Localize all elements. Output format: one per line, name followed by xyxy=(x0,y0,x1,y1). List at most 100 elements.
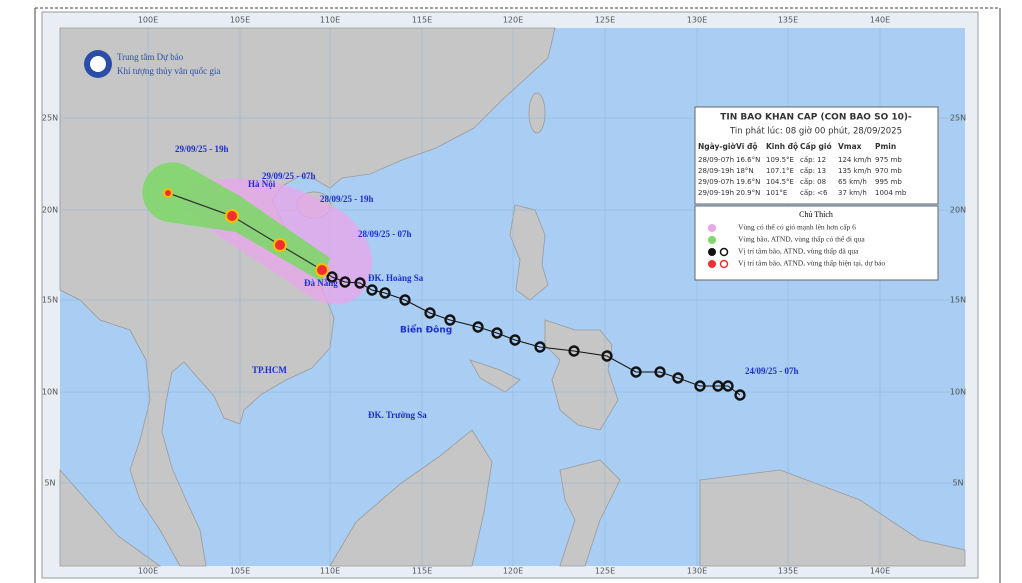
lat-label: 10N xyxy=(950,388,966,397)
storm-cone xyxy=(142,162,330,282)
past-position xyxy=(534,341,546,353)
land xyxy=(59,27,966,567)
graticule xyxy=(60,28,965,566)
past-position xyxy=(694,380,706,392)
past-position xyxy=(712,380,724,392)
past-position xyxy=(601,350,613,362)
past-position xyxy=(424,307,436,319)
table-cell: 28/09-19h xyxy=(698,167,734,175)
table-cell: 995 mb xyxy=(875,178,902,186)
table-cell: 37 km/h xyxy=(838,189,867,197)
legend-item: Vị trí tâm bão, ATND, vùng thấp hiện tại… xyxy=(738,259,885,268)
legend-icon xyxy=(708,236,716,244)
labels: 100E 100E 105E 105E 110E 110E 115E 115E 120E 120E… xyxy=(42,16,966,576)
legend-icon xyxy=(708,260,716,268)
agency-name: Trung tâm Dự báo xyxy=(117,52,184,62)
lon-label: 110E xyxy=(320,567,340,576)
bulletin-title: TIN BAO KHAN CAP (CON BAO SO 10)- xyxy=(720,113,912,123)
lon-label: 105E xyxy=(230,567,250,576)
track xyxy=(163,188,746,401)
forecast-position xyxy=(315,263,329,277)
place-label: Đà Nẵng xyxy=(304,278,338,288)
forecast-position xyxy=(273,238,287,252)
lon-label: 110E xyxy=(320,16,340,25)
legend-icon xyxy=(708,248,716,256)
table-cell: cấp: 08 xyxy=(800,178,826,186)
table-cell: 16.6°N xyxy=(736,156,760,164)
bulletin-issued: Tin phát lúc: 08 giờ 00 phút, 28/09/2025 xyxy=(729,126,902,137)
time-label: 28/09/25 - 07h xyxy=(358,229,412,239)
time-label: 29/09/25 - 07h xyxy=(262,171,316,181)
table-cell: 124 km/h xyxy=(838,156,871,164)
table-cell: 101°E xyxy=(766,189,787,197)
time-label: 28/09/25 - 19h xyxy=(320,194,374,204)
past-position xyxy=(654,366,666,378)
lat-label: 10N xyxy=(42,388,58,397)
time-label: 24/09/25 - 07h xyxy=(745,366,799,376)
table-cell: 20.9°N xyxy=(736,189,760,197)
table-cell: 104.5°E xyxy=(766,178,794,186)
lon-label: 100E xyxy=(138,567,158,576)
past-position xyxy=(339,276,351,288)
table-header: Vmax xyxy=(838,142,862,151)
table-header: Ngày-giờ xyxy=(698,142,736,151)
bulletin-box xyxy=(694,106,939,205)
table-cell: 970 mb xyxy=(875,167,902,175)
table-cell: cấp: 13 xyxy=(800,167,826,175)
past-position xyxy=(366,284,378,296)
lat-label: 25N xyxy=(42,114,58,123)
time-label: 29/09/25 - 19h xyxy=(175,144,229,154)
legend-item: Vùng có thể có gió mạnh lên hơn cấp 6 xyxy=(738,223,856,232)
table-cell: 18°N xyxy=(736,167,754,175)
place-label: Hà Nội xyxy=(248,179,276,189)
past-position xyxy=(734,389,746,401)
table-cell: 107.1°E xyxy=(766,167,794,175)
table-header: Cấp gió xyxy=(800,142,832,151)
table-cell: 19.6°N xyxy=(736,178,760,186)
past-position xyxy=(379,287,391,299)
lat-label: 15N xyxy=(950,296,966,305)
lon-label: 140E xyxy=(870,16,890,25)
past-position xyxy=(630,366,642,378)
past-position xyxy=(491,327,503,339)
lon-label: 105E xyxy=(230,16,250,25)
table-cell: 29/09-07h xyxy=(698,178,734,186)
table-cell: 28/09-07h xyxy=(698,156,734,164)
legend-title: Chú Thích xyxy=(799,210,833,219)
place-label: TP.HCM xyxy=(252,365,287,375)
legend-item: Vùng bão, ATND, vùng thấp có thể đi qua xyxy=(738,235,865,244)
lon-label: 115E xyxy=(412,16,432,25)
past-position xyxy=(672,372,684,384)
lon-label: 135E xyxy=(778,16,798,25)
legend: Vùng có thể có gió mạnh lên hơn cấp 6 Vùn… xyxy=(708,223,885,269)
lat-label: 5N xyxy=(952,479,963,488)
table-cell: 135 km/h xyxy=(838,167,871,175)
table-cell: 29/09-19h xyxy=(698,189,734,197)
past-position xyxy=(509,334,521,346)
place-label: ĐK. Hoàng Sa xyxy=(368,273,424,283)
place-label: Biển Đông xyxy=(400,324,452,336)
lon-label: 140E xyxy=(870,567,890,576)
past-position xyxy=(326,271,338,283)
forecast-track xyxy=(167,192,323,271)
table-cell: 975 mb xyxy=(875,156,902,164)
past-position xyxy=(354,277,366,289)
lon-label: 125E xyxy=(595,16,615,25)
past-position xyxy=(722,380,734,392)
place-label: ĐK. Trường Sa xyxy=(368,410,427,420)
past-track xyxy=(321,269,741,396)
lat-label: 20N xyxy=(950,206,966,215)
legend-item: Vị trí tâm bão, ATND, vùng thấp đã qua xyxy=(738,247,859,256)
table-header: Kinh độ xyxy=(766,142,798,151)
bulletin-table: Ngày-giờ Vĩ độ Kinh độ Cấp gió Vmax Pmin 28/09… xyxy=(698,142,907,197)
table-cell: cấp: 12 xyxy=(800,156,826,164)
lon-label: 130E xyxy=(687,567,707,576)
lon-label: 115E xyxy=(412,567,432,576)
forecast-position xyxy=(225,209,239,223)
lon-label: 135E xyxy=(778,567,798,576)
lon-label: 125E xyxy=(595,567,615,576)
legend-icon xyxy=(719,259,729,269)
lat-label: 20N xyxy=(42,206,58,215)
